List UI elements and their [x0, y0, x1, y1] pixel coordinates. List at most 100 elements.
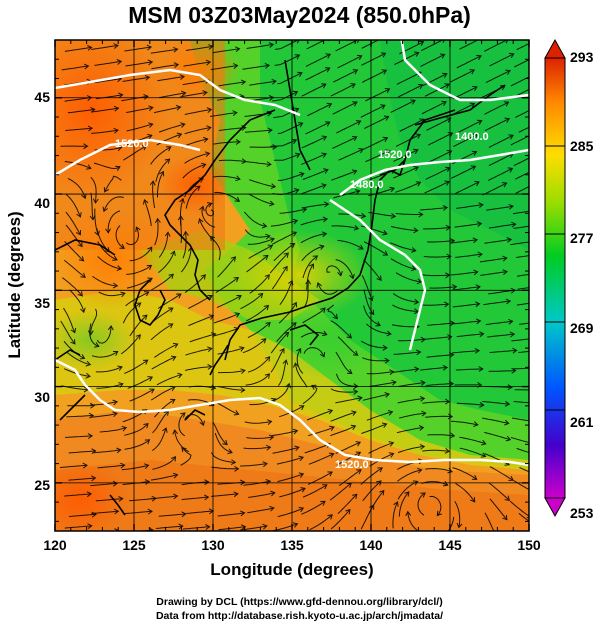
streamline	[488, 289, 516, 295]
streamline	[326, 265, 342, 276]
streamline-arrow	[113, 105, 120, 112]
streamline	[214, 432, 233, 454]
streamline	[398, 491, 410, 517]
streamline-arrow	[272, 144, 278, 150]
streamline	[330, 425, 356, 437]
streamline-arrow	[299, 171, 305, 178]
streamline-arrow	[269, 237, 275, 243]
streamline	[182, 526, 210, 530]
streamline-arrow	[291, 322, 297, 328]
streamline-arrow	[180, 122, 186, 128]
streamline-arrow	[79, 354, 86, 360]
streamline	[247, 322, 271, 339]
streamline-arrow	[530, 133, 535, 137]
streamline-arrow	[416, 278, 423, 285]
contour-label: 1520.0	[378, 149, 412, 161]
streamline-arrow	[537, 401, 541, 406]
streamline-arrow	[267, 127, 273, 134]
streamline	[210, 452, 236, 463]
streamline-arrow	[449, 432, 456, 439]
streamline	[302, 255, 318, 279]
colorbar-top-arrow	[544, 38, 566, 59]
streamline	[182, 231, 187, 259]
contour-label: 1480.0	[350, 179, 384, 191]
streamline	[335, 40, 359, 52]
streamline-arrow	[530, 73, 535, 78]
streamline-arrow	[116, 265, 123, 271]
streamline	[421, 303, 449, 306]
streamline-arrow	[233, 491, 239, 498]
streamline	[332, 136, 357, 149]
streamline	[301, 245, 324, 262]
streamline-arrow	[166, 146, 172, 152]
streamline	[213, 141, 241, 145]
streamline-arrow	[92, 198, 99, 204]
streamline-arrow	[380, 52, 387, 58]
streamline-arrow	[142, 314, 148, 320]
streamline-arrow	[328, 452, 335, 458]
streamline-arrow	[382, 344, 388, 351]
streamline-arrow	[146, 264, 153, 270]
streamline-arrow	[405, 510, 412, 517]
streamline	[212, 327, 239, 337]
colorbar-label: 269	[570, 320, 594, 336]
streamline-arrow	[413, 148, 419, 155]
streamline-arrow	[508, 318, 514, 325]
streamline-arrow	[410, 99, 416, 105]
streamline-arrow	[282, 359, 289, 365]
streamline-arrow	[176, 132, 183, 139]
streamline	[155, 158, 170, 182]
streamline-arrow	[537, 524, 542, 529]
streamline-arrow	[532, 85, 537, 89]
streamline-arrow	[352, 101, 358, 107]
streamline-arrow	[94, 342, 100, 348]
streamline-arrow	[298, 455, 305, 462]
streamline-arrow	[456, 522, 463, 529]
streamline-arrow	[269, 505, 275, 512]
streamline	[447, 516, 455, 531]
streamline-arrow	[168, 273, 174, 279]
streamline	[392, 293, 419, 303]
streamline-arrow	[323, 168, 329, 174]
streamline-arrow	[207, 294, 213, 300]
streamline-arrow	[236, 295, 242, 301]
streamline	[424, 336, 452, 340]
streamline	[426, 383, 454, 386]
streamline	[368, 442, 394, 454]
credit-data-source: Data from http://database.rish.kyoto-u.a…	[155, 610, 444, 622]
streamline-arrow	[75, 229, 81, 236]
streamline	[450, 271, 478, 276]
streamline	[364, 116, 389, 129]
streamline	[279, 208, 307, 214]
streamline	[92, 275, 118, 287]
streamline-arrow	[266, 419, 273, 425]
streamline	[125, 61, 153, 67]
streamline-arrow	[418, 40, 425, 47]
streamline-arrow	[112, 480, 119, 487]
streamline-arrow	[89, 215, 96, 221]
streamline-arrow	[102, 206, 108, 213]
streamline-arrow	[539, 270, 543, 275]
streamline-arrow	[449, 352, 455, 358]
streamline-arrow	[234, 465, 240, 472]
streamline	[213, 313, 240, 324]
streamline-arrow	[147, 277, 153, 283]
streamline	[489, 466, 514, 481]
streamline-arrow	[162, 427, 168, 433]
streamline-arrow	[239, 479, 246, 486]
streamline-arrow	[445, 272, 451, 279]
streamline-arrow	[143, 463, 150, 470]
streamline-arrow	[479, 401, 485, 408]
streamline	[155, 525, 183, 529]
streamline	[243, 480, 271, 486]
streamline	[217, 386, 245, 391]
streamline	[309, 514, 333, 531]
streamline-arrow	[70, 327, 77, 334]
streamline-arrow	[355, 120, 362, 126]
streamline-arrow	[230, 459, 237, 466]
streamline	[123, 145, 147, 161]
streamline	[423, 255, 451, 258]
streamline	[516, 447, 529, 454]
streamline-arrow	[147, 246, 153, 252]
streamline-arrow	[476, 54, 482, 61]
